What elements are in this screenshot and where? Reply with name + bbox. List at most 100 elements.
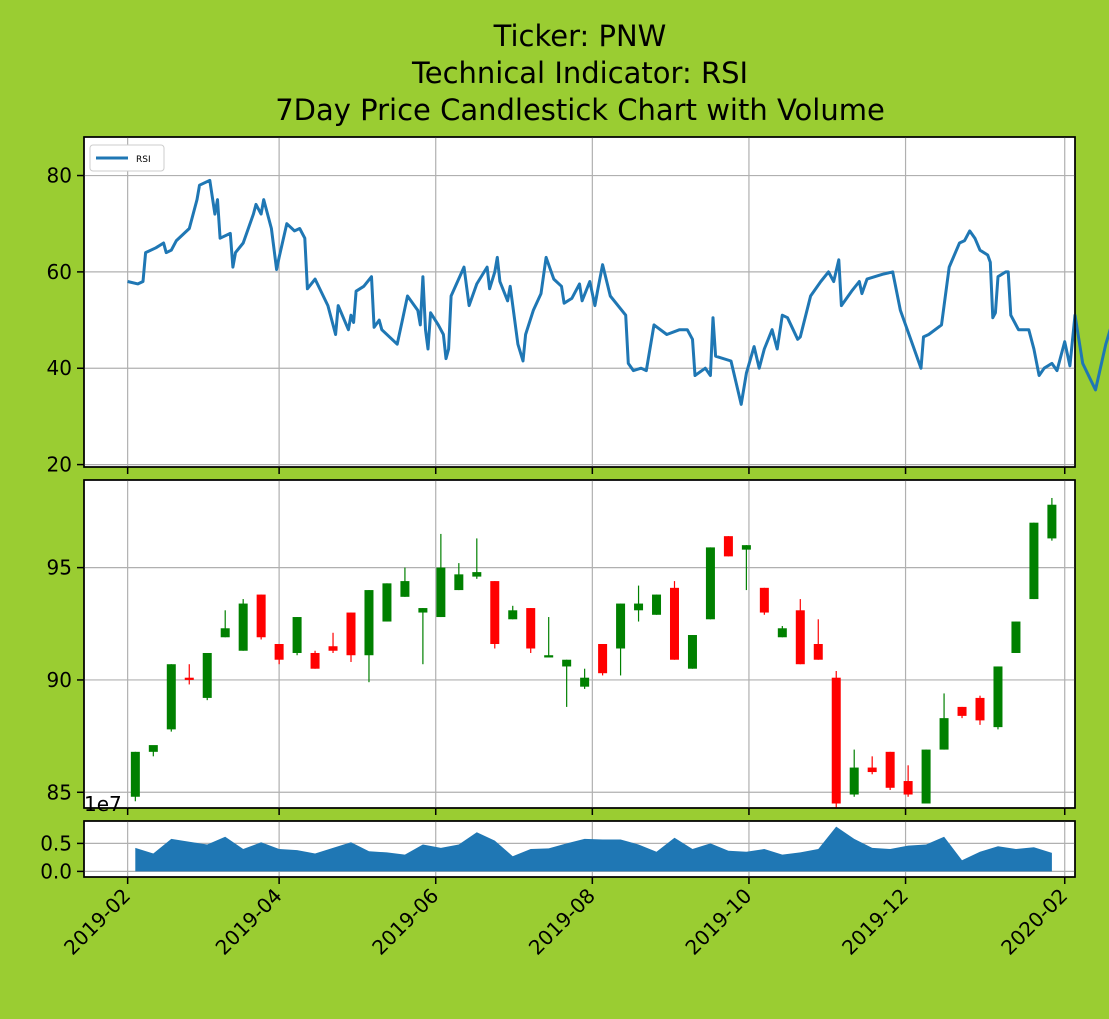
candlesticks: [130, 497, 1057, 808]
price-y-tick-label: 90: [47, 668, 72, 692]
candle-body: [759, 587, 769, 613]
candle: [669, 581, 679, 660]
chart-title-line-3: 7Day Price Candlestick Chart with Volume: [275, 93, 885, 127]
candle-body: [813, 644, 823, 660]
candle-body: [292, 617, 302, 653]
candle-body: [436, 567, 446, 618]
candle-body: [1029, 522, 1039, 600]
candle: [256, 594, 266, 640]
candle-body: [867, 767, 877, 773]
volume-area: [135, 826, 1052, 872]
rsi-y-tick-label: 80: [47, 164, 72, 188]
candle: [1029, 522, 1039, 600]
price-y-tick-label: 95: [47, 556, 72, 580]
candle-body: [723, 536, 733, 557]
candle: [580, 668, 590, 689]
candle: [220, 610, 230, 638]
candle: [310, 650, 320, 669]
rsi-x-ticks: [126, 467, 1066, 474]
candle-body: [957, 706, 967, 716]
candle: [166, 664, 176, 732]
volume-frame: [83, 820, 1076, 878]
candle: [598, 644, 608, 676]
candle: [400, 567, 410, 597]
candle: [562, 659, 572, 707]
price-x-ticks: [126, 808, 1066, 815]
candle-body: [885, 751, 895, 788]
candle-body: [490, 581, 500, 644]
candle-body: [418, 608, 428, 613]
candle-body: [777, 628, 787, 638]
candle: [490, 581, 500, 649]
candle: [346, 612, 356, 662]
candle-body: [598, 644, 608, 674]
candle-body: [382, 583, 392, 622]
candle-body: [993, 666, 1003, 728]
candle: [795, 599, 805, 665]
candle: [652, 594, 662, 615]
rsi-panel: 20 40 60 80 RSI: [47, 136, 1109, 477]
candle: [741, 545, 751, 591]
candle: [202, 652, 212, 701]
candle: [993, 666, 1003, 730]
candle-body: [669, 587, 679, 660]
candle-body: [687, 635, 697, 669]
candle-body: [795, 610, 805, 665]
candle: [777, 626, 787, 638]
candle: [418, 608, 428, 665]
candle-body: [939, 718, 949, 750]
candle-body: [328, 646, 338, 651]
candle: [526, 608, 536, 653]
rsi-y-tick-label: 40: [47, 356, 72, 380]
candle-body: [849, 767, 859, 795]
candle: [130, 751, 140, 802]
candle-body: [921, 749, 931, 804]
candle: [939, 693, 949, 750]
candle: [148, 745, 158, 757]
price-frame: [83, 479, 1076, 809]
candle: [382, 583, 392, 622]
candle: [957, 706, 967, 719]
volume-y-axis: 0.00.5: [40, 831, 84, 883]
volume-y-tick-label: 0.0: [40, 859, 72, 883]
candle-body: [831, 677, 841, 804]
candle-body: [1011, 621, 1021, 653]
candle-body: [148, 745, 158, 752]
candle: [544, 617, 554, 658]
candle-body: [634, 603, 644, 611]
rsi-plot-area: [83, 136, 1076, 468]
candle-body: [741, 545, 751, 550]
candle: [454, 563, 464, 591]
rsi-gridlines: [84, 137, 1075, 467]
price-panel: 85 90 95: [47, 479, 1076, 815]
candle: [867, 756, 877, 775]
candle: [328, 632, 338, 653]
chart-title-line-1: Ticker: PNW: [493, 19, 667, 53]
candle: [759, 587, 769, 615]
rsi-frame: [83, 136, 1076, 468]
candle-body: [346, 612, 356, 656]
legend-label-rsi: RSI: [136, 155, 151, 165]
candle-body: [400, 581, 410, 597]
candle-body: [130, 751, 140, 797]
candle: [849, 749, 859, 797]
candle-body: [184, 677, 194, 680]
candle: [616, 603, 626, 676]
candle-body: [364, 590, 374, 656]
candle: [364, 590, 374, 683]
rsi-legend: RSI: [89, 144, 165, 172]
volume-offset-label: 1e7: [84, 792, 122, 816]
chart-title-line-2: Technical Indicator: RSI: [411, 56, 748, 90]
candle-body: [526, 608, 536, 649]
candle: [975, 695, 985, 725]
candle: [634, 585, 644, 622]
candle-body: [580, 677, 590, 687]
candle-body: [166, 664, 176, 730]
rsi-y-tick-label: 60: [47, 260, 72, 284]
candle-body: [202, 652, 212, 698]
candle-body: [472, 572, 482, 577]
candle: [436, 533, 446, 618]
price-y-tick-label: 85: [47, 780, 72, 804]
candle-body: [562, 659, 572, 667]
price-y-axis: 85 90 95: [47, 556, 84, 804]
